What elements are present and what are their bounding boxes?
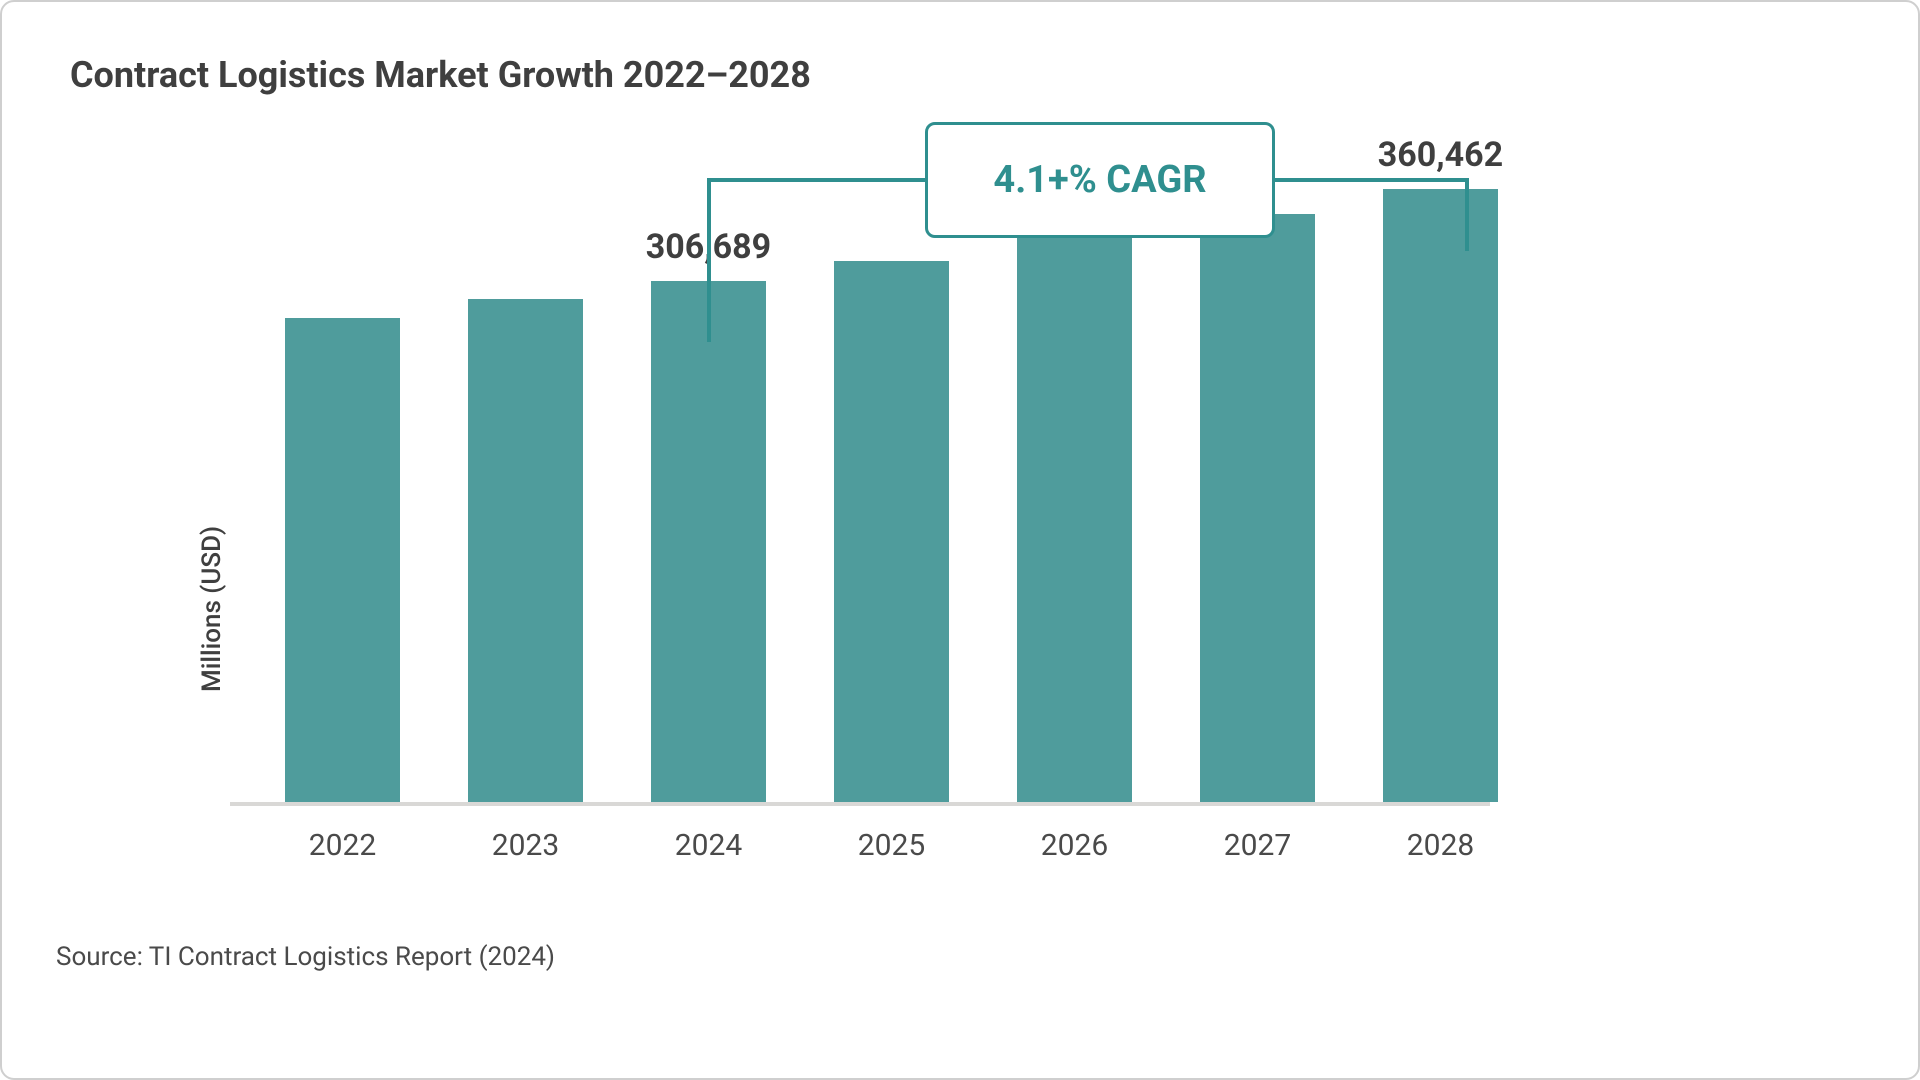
cagr-bracket: [230, 122, 1490, 802]
y-axis-label: Millions (USD): [197, 526, 227, 692]
cagr-callout: 4.1+% CAGR: [925, 122, 1275, 238]
x-axis-line: [230, 802, 1490, 806]
x-tick-2024: 2024: [649, 828, 769, 863]
x-tick-2023: 2023: [466, 828, 586, 863]
x-tick-2025: 2025: [832, 828, 952, 863]
x-tick-2028: 2028: [1381, 828, 1501, 863]
x-tick-2026: 2026: [1015, 828, 1135, 863]
chart-title: Contract Logistics Market Growth 2022–20…: [70, 54, 811, 96]
x-tick-2027: 2027: [1198, 828, 1318, 863]
chart-card: Contract Logistics Market Growth 2022–20…: [0, 0, 1920, 1080]
plot-area: 2022202320242025202620272028306,689360,4…: [230, 122, 1490, 802]
x-tick-2022: 2022: [283, 828, 403, 863]
source-text: Source: TI Contract Logistics Report (20…: [56, 942, 555, 972]
